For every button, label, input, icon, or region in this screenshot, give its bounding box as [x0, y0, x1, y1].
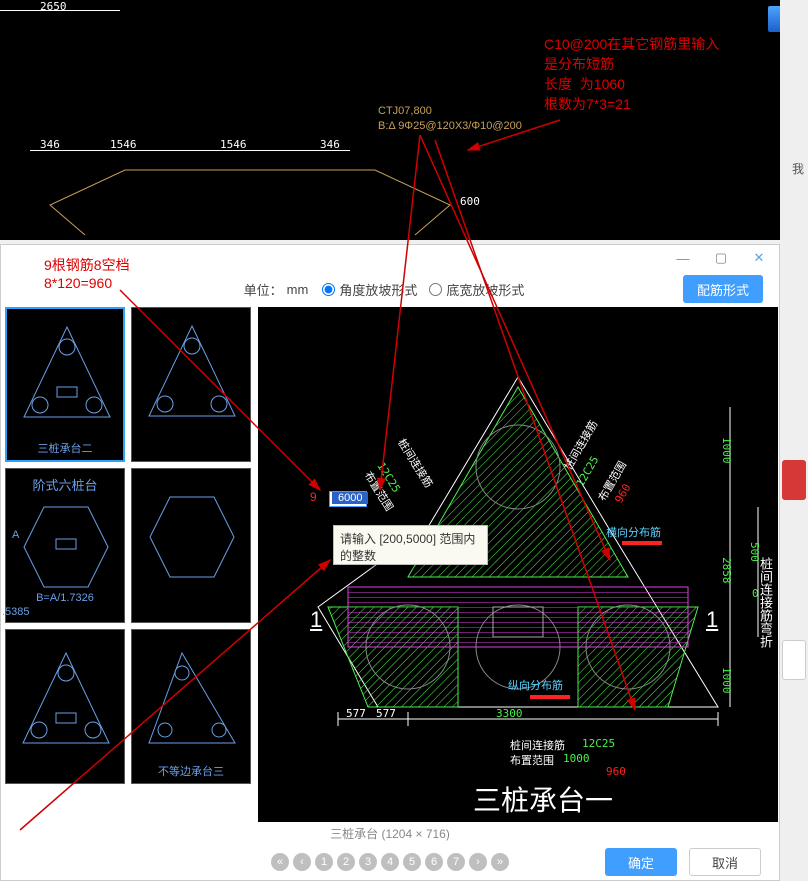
maximize-button[interactable]: ▢ — [707, 248, 735, 268]
pager-6[interactable]: 6 — [425, 853, 443, 871]
pager-5[interactable]: 5 — [403, 853, 421, 871]
pager-3[interactable]: 3 — [359, 853, 377, 871]
thumb-3-title: 阶式六桩台 — [6, 475, 124, 494]
thumb-3-A: A — [12, 529, 19, 541]
rebar-config-button[interactable]: 配筋形式 — [683, 275, 763, 303]
dim-1546b: 1546 — [220, 138, 247, 151]
lbl-3300: 3300 — [496, 707, 523, 720]
radio-angle-slope[interactable]: 角度放坡形式 — [322, 280, 417, 299]
unit-label: 单位： — [244, 280, 283, 299]
radio-width-slope[interactable]: 底宽放坡形式 — [429, 280, 524, 299]
cad-callout-1: CTJ07,800 — [378, 105, 432, 117]
lbl-1000-b: 1000 — [720, 667, 733, 694]
ok-button[interactable]: 确定 — [605, 848, 677, 876]
input-prefix-9: 9 — [310, 490, 317, 504]
thumb-4[interactable] — [131, 468, 251, 623]
dialog-bottom-bar: « ‹ 1 2 3 4 5 6 7 › » 确定 取消 — [1, 844, 779, 880]
thumb-1-caption: 三桩承台二 — [38, 440, 93, 456]
thumb-3[interactable]: 阶式六桩台 A B=A/1.7326 .5385 — [5, 468, 125, 623]
lbl-vert-dist: 纵向分布筋 — [508, 677, 563, 693]
lbl-side-vert: 桩间连接筋弯折 — [755, 557, 774, 648]
lbl-577b: 577 — [376, 707, 396, 720]
thumb-5[interactable] — [5, 629, 125, 784]
lbl-1000-t: 1000 — [720, 437, 733, 464]
redbar-2 — [530, 695, 570, 699]
dim-2650: 2650 — [40, 0, 67, 13]
validation-tooltip: 请输入 [200,5000] 范围内的整数 — [333, 525, 488, 565]
dim-346a: 346 — [40, 138, 60, 151]
thumb-1[interactable]: 三桩承台二 — [5, 307, 125, 462]
range-input[interactable]: 6000 — [329, 491, 367, 507]
lbl-range-val-b: 1000 — [563, 752, 590, 765]
thumb-3-num: .5385 — [2, 606, 30, 618]
pager-next[interactable]: › — [469, 853, 487, 871]
preview-caption: 三桩承台 (1204 × 716) — [1, 825, 779, 842]
pager-2[interactable]: 2 — [337, 853, 355, 871]
preview-canvas[interactable]: 桩间连接筋 12C25 布置范围 960 桩间连接筋 12C25 布置范围 横向… — [258, 307, 778, 822]
annotation-right: C10@200在其它钢筋里输入 是分布短筋 长度 为1060 根数为7*3=21 — [544, 34, 719, 114]
pager-first[interactable]: « — [271, 853, 289, 871]
thumb-2[interactable] — [131, 307, 251, 462]
lbl-577a: 577 — [346, 707, 366, 720]
thumbnail-pane[interactable]: 三桩承台二 阶式六桩台 A B=A/1.7326 .5385 不等边承台三 — [1, 307, 256, 822]
lbl-pile-conn-b: 桩间连接筋 — [510, 737, 565, 753]
section-mark-right: 1 — [706, 607, 718, 633]
preview-title: 三桩承台一 — [473, 779, 613, 819]
lbl-range-b: 布置范围 — [510, 752, 554, 768]
lbl-spec-b: 12C25 — [582, 737, 615, 750]
close-button[interactable]: ✕ — [745, 248, 773, 268]
redbar-1 — [622, 541, 662, 545]
unit-value: mm — [287, 282, 309, 297]
cancel-button[interactable]: 取消 — [689, 848, 761, 876]
pager-4[interactable]: 4 — [381, 853, 399, 871]
sidebar-red-1[interactable] — [782, 460, 806, 500]
right-sidebar-strip: 我 — [780, 0, 808, 881]
section-mark-left: 1 — [310, 607, 322, 633]
radio-width-input[interactable] — [429, 283, 442, 296]
rebar-dialog: — ▢ ✕ 单位： mm 角度放坡形式 底宽放坡形式 配筋形式 三桩承台二 — [0, 244, 780, 881]
sidebar-text: 我 — [792, 160, 804, 177]
dim-346b: 346 — [320, 138, 340, 151]
cad-callout-2: B:Δ 9Φ25@120X3/Φ10@200 — [378, 120, 522, 132]
minimize-button[interactable]: — — [669, 248, 697, 268]
pager-7[interactable]: 7 — [447, 853, 465, 871]
thumb-3-formula: B=A/1.7326 — [6, 592, 124, 604]
pager-last[interactable]: » — [491, 853, 509, 871]
lbl-horiz-dist: 横向分布筋 — [606, 524, 661, 540]
pager: « ‹ 1 2 3 4 5 6 7 › » — [271, 853, 509, 871]
pager-prev[interactable]: ‹ — [293, 853, 311, 871]
lbl-960-b: 960 — [606, 765, 626, 778]
lbl-2858: 2858 — [720, 557, 733, 584]
dim-600: 600 — [460, 195, 480, 208]
sidebar-btn[interactable] — [782, 640, 806, 680]
annotation-left: 9根钢筋8空档 8*120=960 — [44, 255, 130, 291]
dim-1546a: 1546 — [110, 138, 137, 151]
thumb-6-caption: 不等边承台三 — [158, 763, 224, 779]
thumb-6[interactable]: 不等边承台三 — [131, 629, 251, 784]
radio-angle-input[interactable] — [322, 283, 335, 296]
pager-1[interactable]: 1 — [315, 853, 333, 871]
